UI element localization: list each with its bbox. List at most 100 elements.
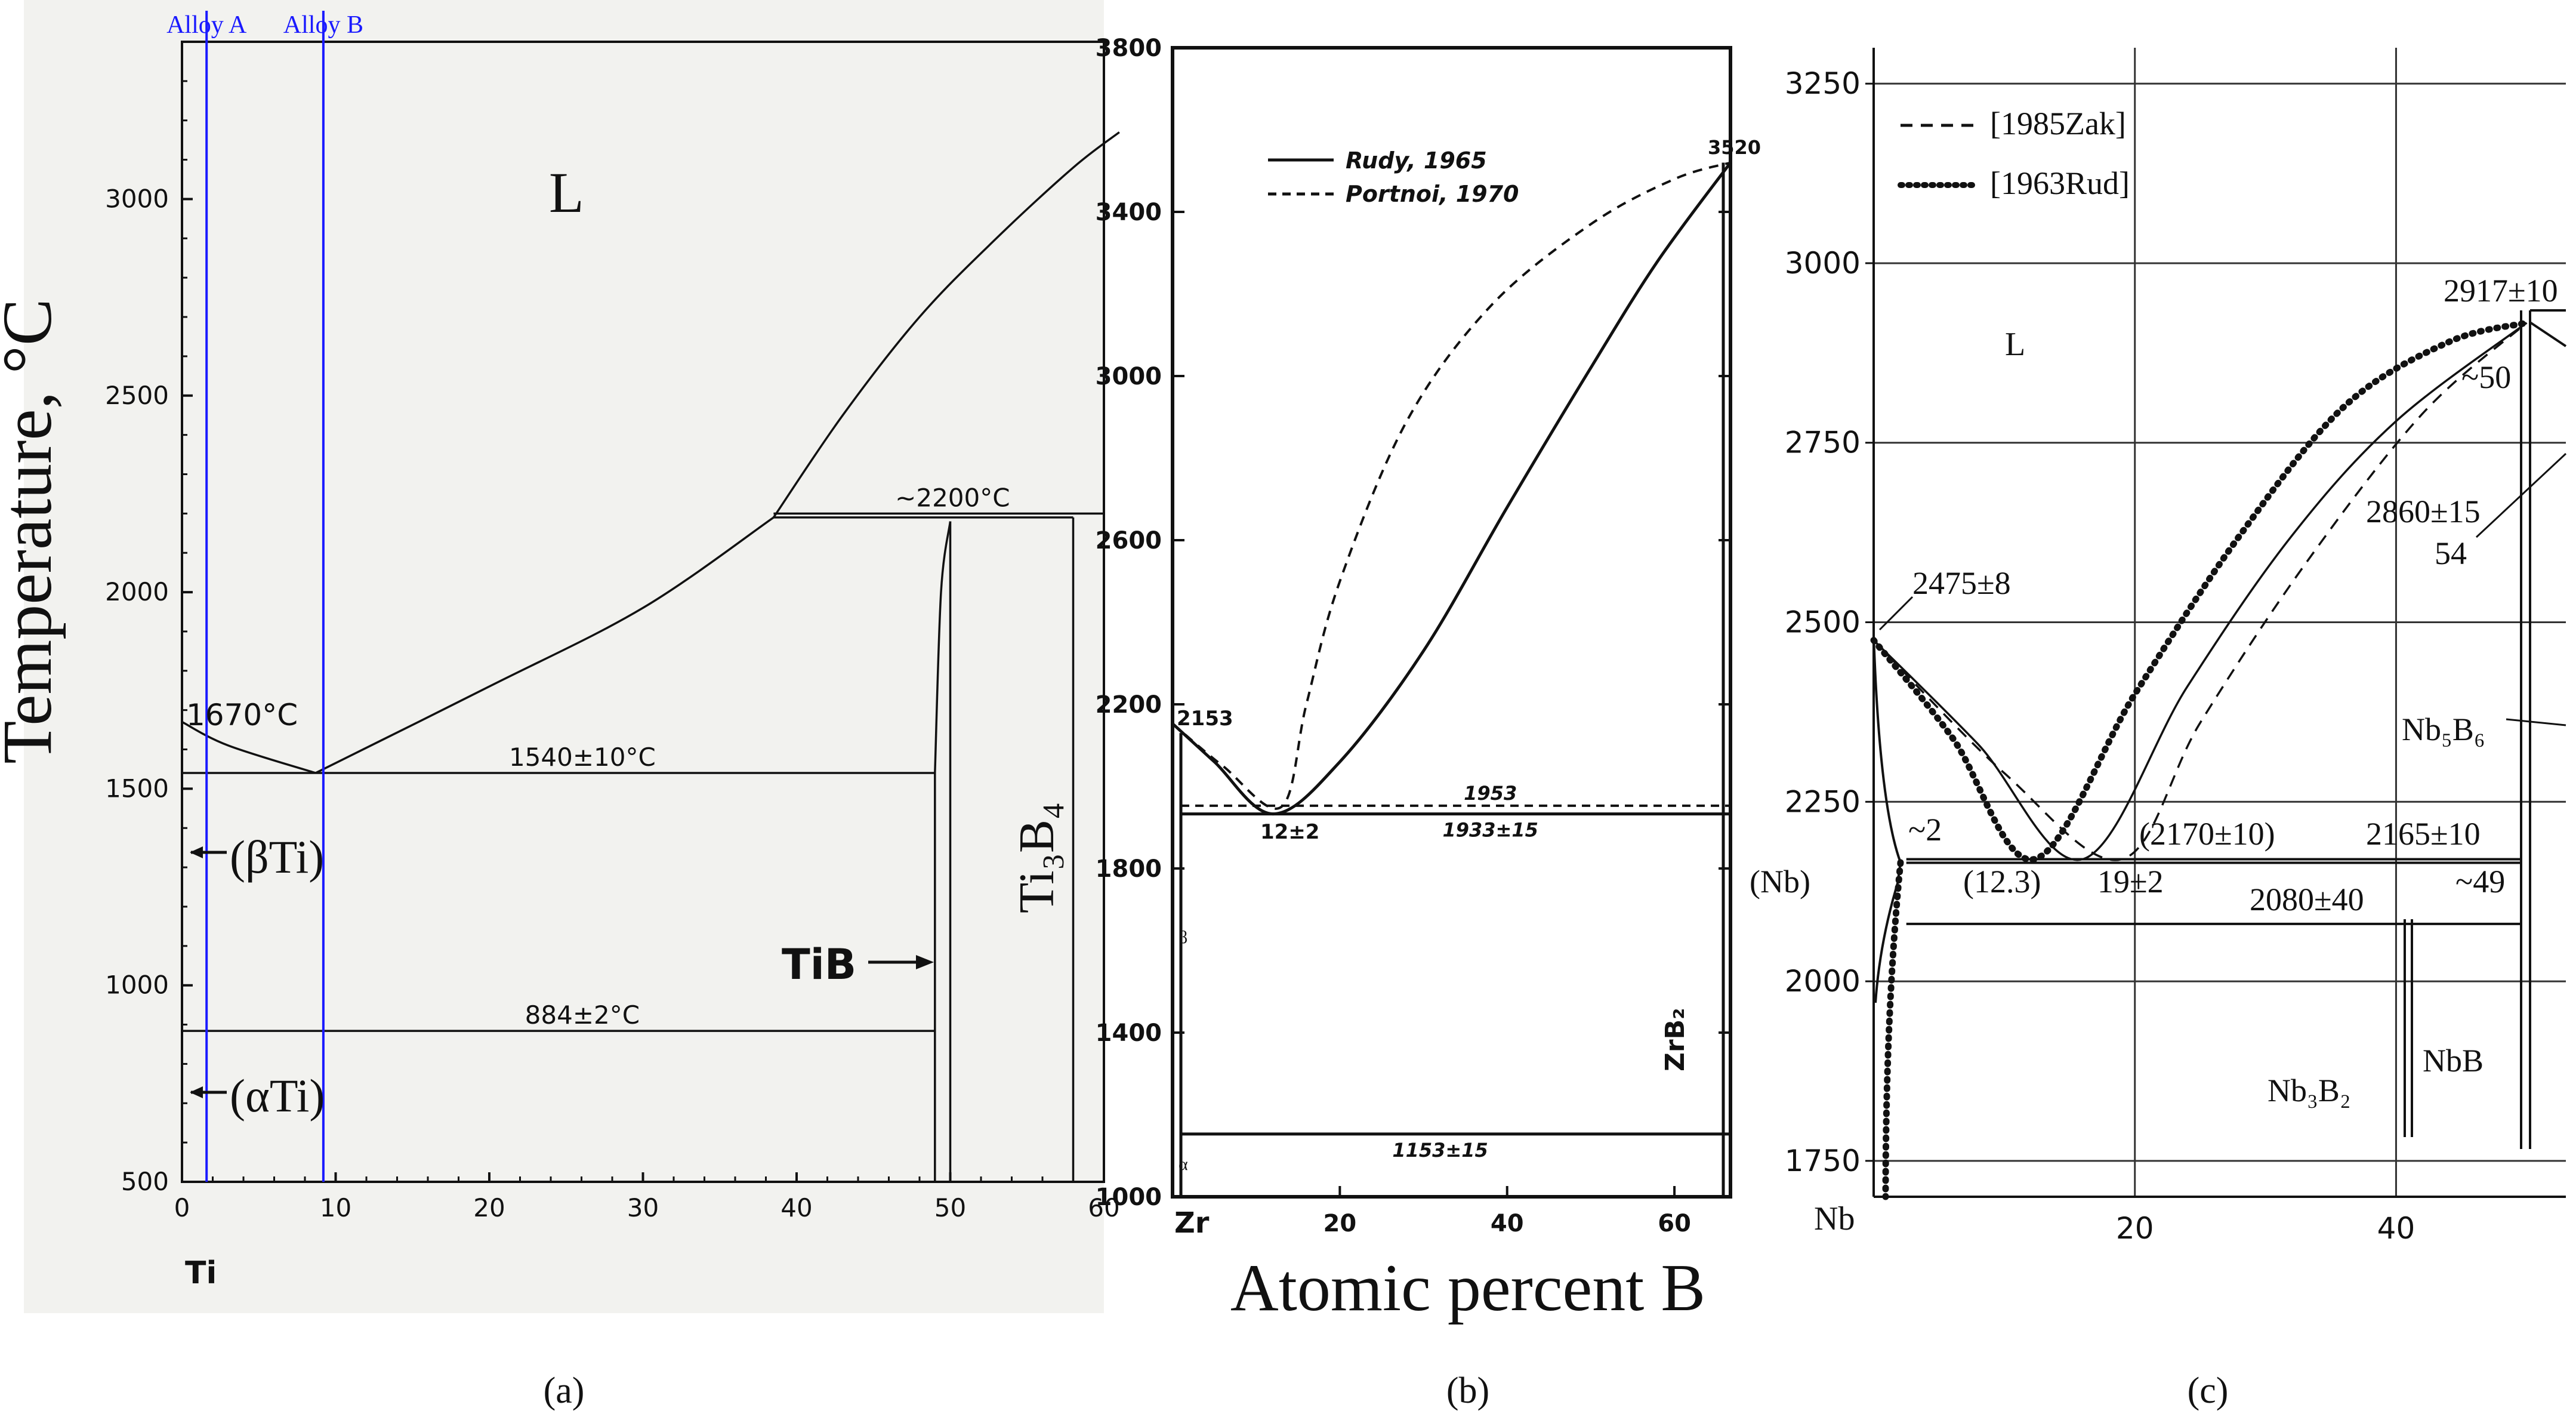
panel-c-y-tick-label: 2250: [1785, 784, 1861, 819]
panel-b-zr-melting-label: 2153: [1177, 707, 1233, 731]
panel-c-19-label: 19±2: [2097, 864, 2164, 900]
panel-c-series-line: [1872, 322, 2528, 861]
panel-a-x-tick-label: 0: [174, 1193, 190, 1222]
y-axis-title: Temperature, °C: [0, 298, 66, 763]
panel-a-y-tick-label: 500: [121, 1167, 169, 1196]
panel-b-x-tick-label: 20: [1324, 1210, 1357, 1237]
panel-c-y-tick-label: 2500: [1785, 605, 1861, 640]
panel-b-y-tick-label: 2200: [1096, 691, 1162, 719]
panel-c-2860-leader: [2475, 452, 2567, 538]
panel-c-x-tick-label: 20: [2116, 1211, 2154, 1246]
panel-b-label: (b): [1446, 1370, 1489, 1411]
panel-b-y-tick-label: 3000: [1096, 363, 1162, 390]
panel-c-approx-2-label: ~2: [1908, 812, 1942, 848]
panel-b-zrb2-label: ZrB₂: [1660, 1008, 1690, 1071]
panel-a-curve-tib-left-boundary: [934, 521, 952, 774]
panel-a-alpha-ti-marker: [190, 1086, 227, 1098]
panel-a-alloy-label: Alloy B: [283, 11, 363, 39]
panel-a-curve-liquidus-ti-side: [181, 720, 316, 774]
panel-a-isotherm-label: ~2200°C: [895, 483, 1010, 512]
panel-c-nb3b2-label: Nb₃B₂: [2268, 1073, 2351, 1108]
panel-a-y-tick-label: 1500: [105, 774, 169, 803]
panel-b-frame: [1171, 46, 1732, 1199]
panel-c-2475-label: 2475±8: [1912, 565, 2011, 601]
panel-a-y-tick-label: 1000: [105, 971, 169, 1000]
legend-label-rudy: Rudy, 1965: [1346, 147, 1487, 174]
panel-a-x-tick-label: 30: [627, 1193, 659, 1222]
panel-b-series-line: [1171, 161, 1731, 810]
panel-b-isotherms: 1953 1933±15 1153±15: [1179, 162, 1730, 1197]
panel-c-54-label: 54: [2435, 535, 2467, 571]
panel-b-y-tick-label: 1800: [1096, 855, 1162, 883]
panel-c-nb3b2-lines: [2404, 919, 2413, 1137]
panel-b-y-tick-label: 3400: [1096, 199, 1162, 226]
panel-b-x-tick-label: 60: [1658, 1210, 1691, 1237]
panel-b-series-line: [1171, 162, 1732, 816]
panel-b-x-ticks: 20 40 60: [1324, 1186, 1691, 1237]
panel-b-series: [1171, 161, 1732, 816]
panel-b-y-ticks: 1000 1400 1800 2200 2600 3000 3400 3800: [1096, 35, 1730, 1211]
panel-a-alloy-label: Alloy A: [166, 11, 247, 39]
panel-b-y-tick-label: 1000: [1096, 1184, 1162, 1211]
panel-a-x-tick-label: 10: [320, 1193, 351, 1222]
panel-c-nbb-label: NbB: [2423, 1043, 2484, 1079]
panel-c-nbb-lines: [2520, 310, 2531, 1149]
panel-c-nb5b6-leader: [2506, 718, 2566, 726]
panel-b-origin-label: Zr: [1174, 1206, 1210, 1240]
panel-a-beta-ti-marker: [190, 846, 227, 858]
panel-c-nbb2-melting-label: 2917±10: [2444, 273, 2558, 309]
panel-a-ti3b4-label: Ti₃B₄: [1009, 802, 1065, 913]
panel-c-nb5b6-lines: [2529, 309, 2567, 347]
panel-a-curve-liquidus-tib-side: [315, 516, 775, 774]
panel-c-isotherm-label: (2170±10): [2139, 816, 2275, 852]
panel-b-isotherm-label: 1153±15: [1392, 1139, 1488, 1162]
legend-label-1963rud: [1963Rud]: [1990, 165, 2130, 201]
panel-b-zrb2-melting-label: 3520: [1708, 136, 1761, 159]
panel-a-x-tick-label: 50: [934, 1193, 966, 1222]
panel-c-grid: [1874, 48, 2566, 1197]
panel-c-label: (c): [2188, 1370, 2229, 1411]
panel-a-x-tick-label: 40: [780, 1193, 812, 1222]
panel-c-y-ticks: 1750 2000 2250 2500 2750 3000 3250: [1785, 66, 1874, 1178]
panel-c-liquid-label: L: [2005, 326, 2025, 363]
panel-a-ti-melting-label: 1670°C: [186, 698, 298, 732]
panel-a-y-tick-label: 2500: [105, 381, 169, 410]
panel-c-isotherm-label: 2165±10: [2366, 816, 2481, 852]
panel-b-legend: Rudy, 1965 Portnoi, 1970: [1268, 147, 1519, 207]
panel-b-x-tick-label: 40: [1491, 1210, 1524, 1237]
panel-c-y-tick-label: 3250: [1785, 66, 1861, 101]
panel-c-solid-lines: [1872, 309, 2567, 1149]
panel-a-x-tick-label: 20: [473, 1193, 505, 1222]
panel-a-y-tick-label: 2000: [105, 577, 169, 606]
panel-b-beta-label: β: [1179, 928, 1187, 947]
panel-c-approx-49-label: ~49: [2455, 864, 2505, 900]
panel-c-2475-leader: [1878, 596, 1914, 631]
panel-b-isotherm-label: 1933±15: [1442, 819, 1538, 842]
panel-b-isotherm-label: 1953: [1464, 782, 1517, 805]
panel-c-y-tick-label: 3000: [1785, 246, 1861, 281]
panel-c-y-tick-label: 2750: [1785, 426, 1861, 460]
panel-a-tib-arrow: [868, 955, 934, 969]
panel-c-isotherm-label: 2080±40: [2250, 882, 2364, 917]
panel-c-nb-phase-label: (Nb): [1750, 864, 1810, 900]
panel-a-curves: [181, 131, 1120, 1182]
panel-a-background: [24, 0, 1104, 1313]
panel-c-series: [1870, 319, 2530, 1200]
panel-a-x-ticks: 0 10 20 30 40 50 60: [174, 1172, 1120, 1222]
panel-a-x-tick-label: 60: [1088, 1193, 1119, 1222]
panel-c-dotted-solvus: [1882, 859, 1904, 1200]
panel-a-y-ticks: 500 1000 1500 2000 2500 3000: [105, 80, 193, 1196]
panel-c-x-tick-label: 40: [2377, 1211, 2415, 1246]
panel-b-eutectic-label: 12±2: [1260, 820, 1319, 844]
panel-b-y-tick-label: 3800: [1096, 35, 1162, 62]
panel-a-alloy-lines: Alloy A Alloy B: [166, 11, 363, 1182]
legend-label-portnoi: Portnoi, 1970: [1346, 181, 1519, 207]
panel-c-12-3-label: (12.3): [1963, 864, 2041, 900]
panel-b-y-tick-label: 2600: [1096, 527, 1162, 555]
panel-c-series-line: [1870, 319, 2530, 863]
panel-a-isotherm-label: 1540±10°C: [509, 743, 656, 772]
panel-a: 0 10 20 30 40 50 60 500 1000 1500 2000 2500 3000 ~2…: [0, 0, 1120, 1313]
